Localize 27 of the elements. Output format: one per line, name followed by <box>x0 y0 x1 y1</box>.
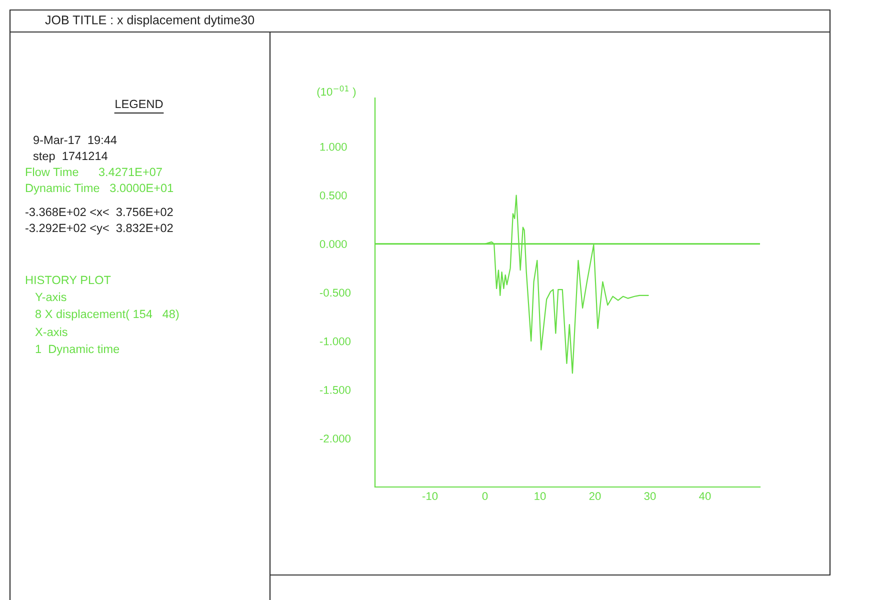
x-tick-label: 40 <box>699 492 711 500</box>
y-tick-label: -0.500 <box>320 288 351 297</box>
text: Dynamic Time 3.0000E+01 <box>26 183 174 194</box>
text: step 1741214 <box>33 152 108 162</box>
y-tick-label: -1.500 <box>320 386 351 394</box>
text: -3.368E+02 <x< 3.756E+02 <box>26 208 173 216</box>
text: LEGEND <box>116 100 163 108</box>
x-tick-label: 20 <box>589 492 601 500</box>
y-tick-label: -1.000 <box>320 337 351 346</box>
text: 8 X displacement( 154 48) <box>36 309 179 321</box>
y-tick-label: 1.000 <box>320 142 347 151</box>
x-tick-label: -10 <box>422 492 438 500</box>
x-tick-label: 0 <box>482 492 488 500</box>
text: 1 Dynamic time <box>36 344 120 356</box>
text: JOB TITLE : x displacement dytime30 <box>45 15 254 27</box>
x-tick-label: 30 <box>644 492 656 500</box>
y-tick-label: 0.000 <box>320 240 347 248</box>
text: Y-axis <box>35 292 66 302</box>
text: HISTORY PLOT <box>26 276 111 284</box>
text: 9-Mar-17 19:44 <box>34 136 117 144</box>
x-tick-label: 10 <box>534 492 546 500</box>
text: -3.292E+02 <y< 3.832E+02 <box>26 224 173 235</box>
y-tick-label: -2.000 <box>320 434 351 443</box>
y-axis-title: (10$^{−01}$ ) <box>317 86 356 98</box>
text: X-axis <box>35 327 68 336</box>
y-tick-label: 0.500 <box>320 192 347 200</box>
text: Flow Time 3.4271E+07 <box>26 168 162 176</box>
